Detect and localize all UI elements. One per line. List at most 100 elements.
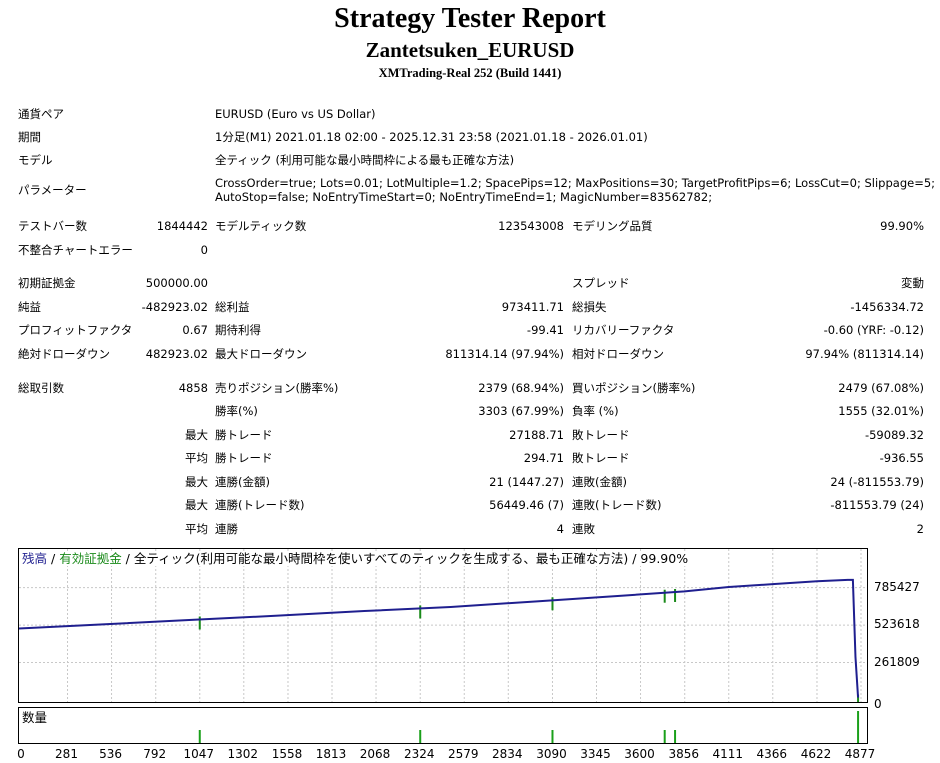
netprofit-label: 純益	[18, 300, 41, 314]
symbol-label: 通貨ペア	[18, 107, 64, 121]
quality-label: モデリング品質	[572, 219, 653, 233]
x-tick-label: 1558	[271, 747, 303, 761]
quality-value: 99.90%	[880, 219, 924, 233]
y-tick-label: 523618	[874, 617, 920, 632]
recovery-value: -0.60 (YRF: -0.12)	[823, 323, 924, 337]
report-subtitle: Zantetsuken_EURUSD	[365, 38, 575, 62]
avg-consec-win-value: 4	[556, 522, 564, 536]
y-tick-label: 785427	[874, 579, 920, 594]
long-value: 2479 (67.08%)	[838, 381, 924, 395]
grossprofit-label: 総利益	[215, 300, 250, 314]
params-line2: AutoStop=false; NoEntryTimeStart=0; NoEn…	[215, 190, 713, 204]
x-tick-label: 1047	[183, 747, 215, 761]
avg-consec-win-label: 連勝	[215, 522, 238, 536]
x-tick-label: 4366	[756, 747, 788, 761]
bars-value: 1844442	[156, 219, 208, 233]
symbol-value: EURUSD (Euro vs US Dollar)	[215, 107, 376, 121]
legend-sep-2: /	[121, 551, 134, 566]
consec-win-cnt-value: 56449.46 (7)	[489, 498, 564, 512]
consec-loss-cnt-value: -811553.79 (24)	[830, 498, 924, 512]
avg-label-2: 平均	[185, 522, 208, 536]
model-label: モデル	[18, 153, 53, 167]
mismatch-label: 不整合チャートエラー	[18, 243, 133, 257]
largest-loss-label: 敗トレード	[572, 428, 630, 442]
avg-consec-loss-value: 2	[916, 522, 924, 536]
maxdd-label: 最大ドローダウン	[215, 347, 307, 361]
reldd-value: 97.94% (811314.14)	[805, 347, 924, 361]
x-tick-label: 2834	[492, 747, 523, 761]
largest-loss-value: -59089.32	[864, 428, 924, 442]
x-tick-label: 1813	[315, 747, 347, 761]
short-value: 2379 (68.94%)	[478, 381, 564, 395]
deposit-label: 初期証拠金	[18, 276, 76, 290]
report-server: XMTrading-Real 252 (Build 1441)	[378, 66, 562, 80]
avg-label-1: 平均	[185, 451, 208, 465]
consec-win-amt-label: 連勝(金額)	[215, 475, 270, 489]
consec-loss-amt-value: 24 (-811553.79)	[830, 475, 924, 489]
lossrate-value: 1555 (32.01%)	[838, 404, 924, 418]
expected-value: -99.41	[526, 323, 564, 337]
grossloss-label: 総損失	[572, 300, 607, 314]
avg-win-label: 勝トレード	[215, 451, 273, 465]
volume-chart-plot	[198, 711, 860, 743]
grossprofit-value: 973411.71	[501, 300, 564, 314]
x-tick-label: 4877	[844, 747, 876, 761]
avg-consec-loss-label: 連敗	[572, 522, 595, 536]
legend-equity: 有効証拠金	[59, 551, 122, 566]
expected-label: 期待利得	[215, 323, 261, 337]
consec-win-amt-value: 21 (1447.27)	[489, 475, 564, 489]
x-tick-label: 3345	[580, 747, 611, 761]
x-tick-label: 2579	[447, 747, 479, 761]
period-value: 1分足(M1) 2021.01.18 02:00 - 2025.12.31 23…	[215, 130, 648, 144]
deposit-value: 500000.00	[145, 276, 208, 290]
y-tick-label: 0	[874, 697, 882, 711]
consec-loss-amt-label: 連敗(金額)	[572, 475, 627, 489]
absdd-label: 絶対ドローダウン	[18, 347, 110, 361]
largest-win-value: 27188.71	[509, 428, 564, 442]
y-tick-label: 261809	[874, 654, 920, 669]
x-tick-label: 1302	[227, 747, 259, 761]
x-tick-label: 0	[17, 747, 25, 761]
winrate-value: 3303 (67.99%)	[478, 404, 564, 418]
largest-win-label: 勝トレード	[215, 428, 273, 442]
legend-balance: 残高	[22, 551, 48, 566]
params-line1: CrossOrder=true; Lots=0.01; LotMultiple=…	[215, 176, 936, 190]
x-tick-label: 4111	[712, 747, 744, 761]
x-tick-label: 3090	[536, 747, 567, 761]
x-tick-label: 536	[99, 747, 122, 761]
period-label: 期間	[18, 130, 41, 144]
max-label-1: 最大	[185, 428, 208, 442]
maxdd-value: 811314.14 (97.94%)	[445, 347, 564, 361]
legend-model: 全ティック(利用可能な最小時間枠を使いすべてのティックを生成する、最も正確な方法…	[133, 551, 689, 566]
x-tick-label: 4622	[800, 747, 832, 761]
spread-value: 変動	[901, 276, 924, 290]
legend-sep-1: /	[47, 551, 60, 566]
max-label-2: 最大	[185, 475, 208, 489]
report-title: Strategy Tester Report	[334, 3, 606, 34]
chart-legend: 残高 / 有効証拠金 / 全ティック(利用可能な最小時間枠を使いすべてのティック…	[22, 551, 691, 566]
balance-line	[19, 578, 860, 698]
pf-label: プロフィットファクタ	[18, 323, 133, 337]
ticks-value: 123543008	[498, 219, 564, 233]
model-value: 全ティック (利用可能な最小時間枠による最も正確な方法)	[215, 153, 515, 167]
x-tick-label: 3856	[668, 747, 699, 761]
short-label: 売りポジション(勝率%)	[215, 381, 339, 395]
balance-chart: 残高 / 有効証拠金 / 全ティック(利用可能な最小時間枠を使いすべてのティック…	[18, 548, 868, 703]
mismatch-value: 0	[200, 243, 208, 257]
max-label-3: 最大	[185, 498, 208, 512]
recovery-label: リカバリーファクタ	[572, 323, 675, 337]
long-label: 買いポジション(勝率%)	[572, 381, 696, 395]
avg-loss-label: 敗トレード	[572, 451, 630, 465]
x-tick-label: 792	[143, 747, 167, 761]
pf-value: 0.67	[182, 323, 208, 337]
x-tick-label: 3600	[624, 747, 655, 761]
grossloss-value: -1456334.72	[850, 300, 924, 314]
winrate-label: 勝率(%)	[215, 404, 258, 418]
trades-value: 4858	[178, 381, 208, 395]
ticks-label: モデルティック数	[215, 219, 307, 233]
spread-label: スプレッド	[572, 276, 630, 290]
avg-win-value: 294.71	[523, 451, 564, 465]
absdd-value: 482923.02	[145, 347, 208, 361]
netprofit-value: -482923.02	[141, 300, 208, 314]
volume-chart: 数量	[18, 707, 868, 744]
